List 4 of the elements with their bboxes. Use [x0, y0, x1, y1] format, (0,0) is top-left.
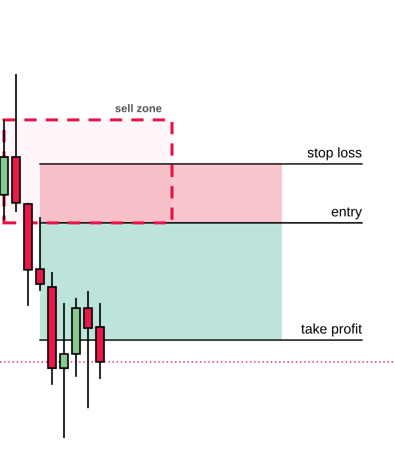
- ref-line-label: stop loss: [308, 147, 362, 160]
- ref-line-label: entry: [332, 207, 362, 220]
- ref-line-label: take profit: [301, 323, 362, 336]
- band-label: sell zone: [115, 104, 162, 112]
